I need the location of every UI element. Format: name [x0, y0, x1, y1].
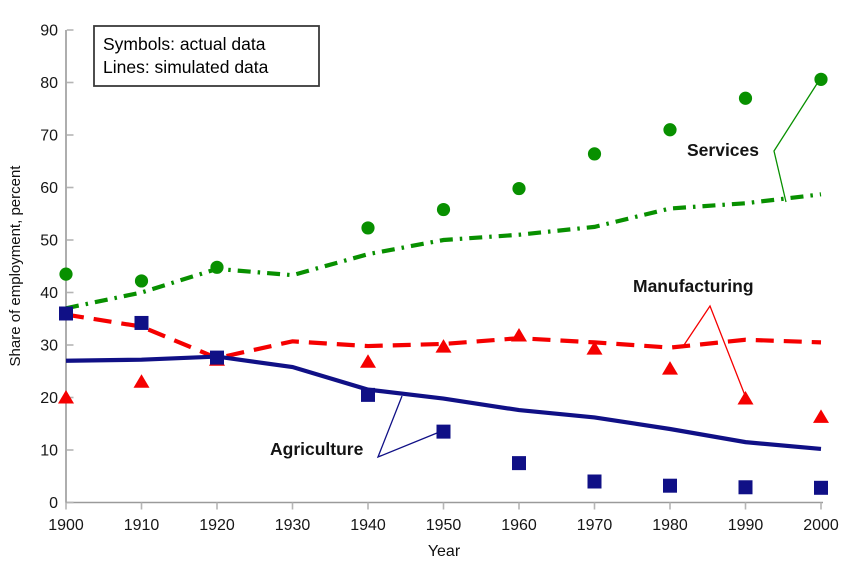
agriculture-label: Agriculture	[270, 439, 364, 459]
agriculture-data-point-square	[587, 474, 602, 489]
agriculture-simulated-line	[65, 354, 822, 452]
x-tick-label: 1900	[48, 517, 84, 534]
services-data-point-circle	[210, 260, 224, 274]
services-data-point-circle	[59, 267, 73, 281]
services-data-point-circle	[512, 181, 526, 196]
agriculture-data-point-square	[361, 387, 375, 402]
legend-note-line2: Lines: simulated data	[103, 57, 269, 77]
y-tick-label: 70	[40, 128, 58, 145]
y-tick-label: 90	[40, 23, 58, 40]
y-tick-label: 50	[40, 233, 58, 250]
services-data-point-circle	[738, 91, 753, 105]
y-tick-label: 40	[40, 285, 58, 302]
y-tick-label: 0	[49, 495, 58, 512]
agriculture-callout-line	[376, 395, 438, 459]
services-data-point-circle	[587, 147, 602, 161]
y-tick-label: 80	[40, 75, 58, 92]
manufacturing-label: Manufacturing	[633, 276, 754, 296]
services-data-point-circle	[134, 274, 149, 288]
agriculture-actual-points	[59, 306, 828, 495]
manufacturing-data-point-triangle	[58, 390, 74, 404]
x-tick-label: 1930	[275, 517, 311, 534]
axes: 0 10 20 30 40 50 60 70 80 90 1900 1910 1920 1930 1940 1…	[40, 23, 839, 535]
x-axis-title: Year	[428, 543, 461, 560]
manufacturing-data-point-triangle	[586, 341, 603, 355]
manufacturing-data-point-triangle	[435, 339, 452, 353]
services-data-point-circle	[663, 123, 677, 137]
x-tick-label: 1980	[652, 517, 688, 534]
manufacturing-data-point-triangle	[133, 374, 150, 388]
y-tick-label: 30	[40, 338, 58, 355]
services-label: Services	[687, 140, 759, 160]
agriculture-data-point-square	[814, 480, 828, 495]
x-tick-label: 1990	[728, 517, 764, 534]
manufacturing-data-point-triangle	[360, 354, 376, 368]
legend-note-border	[93, 25, 320, 87]
agriculture-data-point-square	[134, 315, 149, 330]
x-tick-label: 1970	[577, 517, 613, 534]
manufacturing-data-point-triangle	[511, 328, 527, 342]
agriculture-data-point-square	[663, 478, 677, 493]
agriculture-data-point-square	[436, 424, 451, 439]
services-simulated-line	[65, 192, 822, 311]
y-tick-label: 60	[40, 180, 58, 197]
y-tick-label: 10	[40, 443, 58, 460]
manufacturing-data-point-triangle	[662, 361, 678, 375]
x-tick-label: 1940	[350, 517, 386, 534]
agriculture-data-point-square	[512, 456, 526, 471]
services-callout-line	[773, 78, 821, 203]
x-tick-label: 1950	[426, 517, 462, 534]
y-axis-title: Share of employment, percent	[7, 165, 24, 367]
x-tick-label: 2000	[803, 517, 839, 534]
agriculture-data-point-square	[738, 480, 753, 495]
x-tick-label: 1910	[124, 517, 160, 534]
x-tick-label: 1920	[199, 517, 235, 534]
manufacturing-callout-line	[681, 304, 747, 399]
agriculture-data-point-square	[59, 306, 73, 321]
x-tick-label: 1960	[501, 517, 537, 534]
agriculture-data-point-square	[210, 350, 224, 365]
legend-note: Symbols: actual data Lines: simulated da…	[93, 25, 320, 87]
services-actual-points	[59, 72, 828, 288]
legend-note-line1: Symbols: actual data	[103, 34, 266, 54]
manufacturing-data-point-triangle	[813, 409, 829, 423]
y-tick-label: 20	[40, 390, 58, 407]
services-data-point-circle	[436, 202, 451, 217]
services-data-point-circle	[361, 221, 375, 235]
